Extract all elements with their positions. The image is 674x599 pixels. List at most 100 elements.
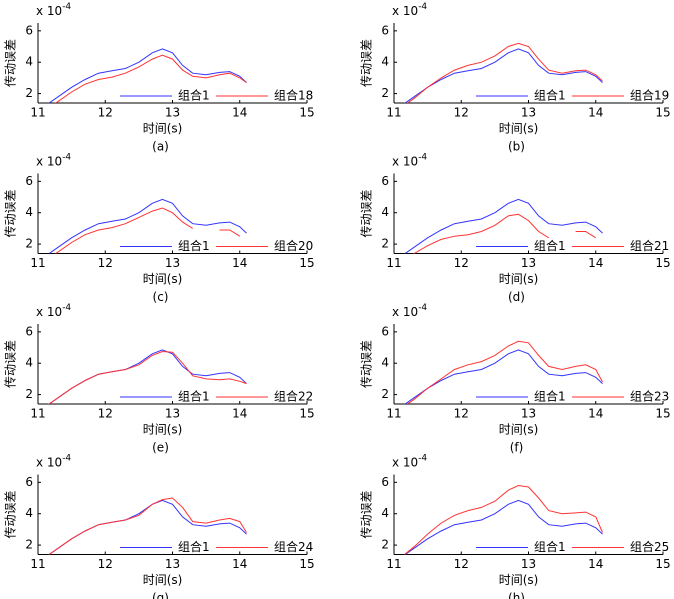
multiplier-exponent: -4 bbox=[62, 152, 71, 162]
caption: (h) bbox=[508, 591, 525, 599]
y-tick-label: 6 bbox=[381, 475, 389, 489]
caption: (e) bbox=[152, 441, 169, 455]
x-tick-label: 13 bbox=[165, 106, 180, 120]
legend-label: 组合25 bbox=[630, 539, 669, 554]
y-tick-label: 6 bbox=[25, 174, 33, 188]
legend-label: 组合1 bbox=[534, 539, 566, 554]
multiplier: x 10-4 bbox=[36, 152, 71, 168]
y-tick-label: 4 bbox=[25, 55, 33, 69]
multiplier: x 10-4 bbox=[392, 303, 427, 319]
series-line bbox=[48, 499, 247, 555]
multiplier-exponent: -4 bbox=[62, 2, 71, 12]
x-tick-label: 15 bbox=[655, 407, 670, 421]
y-tick-label: 4 bbox=[25, 205, 33, 219]
x-tick-label: 12 bbox=[98, 256, 113, 270]
x-tick-label: 11 bbox=[386, 256, 401, 270]
multiplier: x 10-4 bbox=[36, 2, 71, 18]
multiplier-base: x 10 bbox=[392, 154, 418, 168]
x-tick-label: 11 bbox=[30, 106, 45, 120]
multiplier-base: x 10 bbox=[36, 4, 62, 18]
legend-label: 组合1 bbox=[178, 539, 210, 554]
x-tick-label: 14 bbox=[588, 256, 603, 270]
multiplier-exponent: -4 bbox=[62, 303, 71, 313]
y-tick-label: 2 bbox=[25, 387, 33, 401]
x-tick-label: 14 bbox=[232, 557, 247, 571]
x-tick-label: 11 bbox=[30, 407, 45, 421]
x-tick-label: 12 bbox=[98, 557, 113, 571]
y-tick-label: 4 bbox=[25, 356, 33, 370]
multiplier-exponent: -4 bbox=[418, 2, 427, 12]
y-axis-label: 传动误差 bbox=[359, 340, 374, 388]
x-axis-label: 时间(s) bbox=[499, 272, 539, 286]
x-tick-label: 15 bbox=[655, 256, 670, 270]
x-tick-label: 15 bbox=[299, 407, 314, 421]
y-tick-label: 2 bbox=[381, 387, 389, 401]
x-tick-label: 12 bbox=[454, 256, 469, 270]
multiplier-base: x 10 bbox=[392, 455, 418, 469]
series-line bbox=[54, 207, 241, 254]
series-line bbox=[406, 42, 603, 103]
x-axis-label: 时间(s) bbox=[143, 272, 183, 286]
multiplier: x 10-4 bbox=[36, 303, 71, 319]
legend-label: 组合22 bbox=[274, 389, 313, 404]
x-tick-label: 11 bbox=[386, 106, 401, 120]
y-tick-label: 4 bbox=[381, 356, 389, 370]
series-line bbox=[54, 54, 247, 103]
y-axis-label: 传动误差 bbox=[3, 340, 18, 388]
x-axis-label: 时间(s) bbox=[499, 423, 539, 437]
caption: (b) bbox=[508, 140, 525, 154]
y-tick-label: 2 bbox=[381, 237, 389, 251]
series-line bbox=[404, 499, 603, 555]
multiplier-base: x 10 bbox=[36, 154, 62, 168]
legend-label: 组合19 bbox=[630, 88, 669, 103]
multiplier-base: x 10 bbox=[36, 305, 62, 319]
multiplier: x 10-4 bbox=[392, 453, 427, 469]
y-tick-label: 4 bbox=[25, 506, 33, 520]
x-tick-label: 12 bbox=[98, 407, 113, 421]
multiplier-exponent: -4 bbox=[418, 453, 427, 463]
caption: (d) bbox=[508, 290, 525, 304]
x-axis-label: 时间(s) bbox=[143, 573, 183, 587]
caption: (f) bbox=[510, 441, 524, 455]
x-tick-label: 12 bbox=[454, 557, 469, 571]
x-tick-label: 15 bbox=[655, 557, 670, 571]
series-line bbox=[48, 198, 247, 254]
legend-label: 组合24 bbox=[274, 539, 313, 554]
legend-label: 组合21 bbox=[630, 238, 669, 253]
x-tick-label: 13 bbox=[521, 106, 536, 120]
x-tick-label: 12 bbox=[454, 106, 469, 120]
multiplier-base: x 10 bbox=[36, 455, 62, 469]
x-tick-label: 13 bbox=[165, 407, 180, 421]
x-tick-label: 13 bbox=[165, 557, 180, 571]
multiplier-base: x 10 bbox=[392, 4, 418, 18]
y-axis-label: 传动误差 bbox=[359, 490, 374, 538]
legend-label: 组合1 bbox=[534, 389, 566, 404]
x-axis-label: 时间(s) bbox=[143, 122, 183, 136]
y-axis-label: 传动误差 bbox=[3, 189, 18, 237]
caption: (c) bbox=[153, 290, 169, 304]
x-tick-label: 14 bbox=[232, 256, 247, 270]
x-tick-label: 11 bbox=[30, 557, 45, 571]
series-line bbox=[48, 497, 247, 555]
x-tick-label: 11 bbox=[386, 407, 401, 421]
legend-label: 组合23 bbox=[630, 389, 669, 404]
x-axis-label: 时间(s) bbox=[143, 423, 183, 437]
x-tick-label: 14 bbox=[588, 407, 603, 421]
y-tick-label: 4 bbox=[381, 55, 389, 69]
x-tick-label: 15 bbox=[299, 256, 314, 270]
legend-label: 组合1 bbox=[534, 238, 566, 253]
y-axis-label: 传动误差 bbox=[3, 39, 18, 87]
y-tick-label: 4 bbox=[381, 205, 389, 219]
x-axis-label: 时间(s) bbox=[499, 573, 539, 587]
y-tick-label: 6 bbox=[381, 324, 389, 338]
x-tick-label: 14 bbox=[232, 407, 247, 421]
multiplier: x 10-4 bbox=[392, 2, 427, 18]
x-tick-label: 13 bbox=[521, 557, 536, 571]
series-line bbox=[48, 350, 247, 404]
series-line bbox=[48, 349, 247, 404]
y-tick-label: 2 bbox=[25, 538, 33, 552]
